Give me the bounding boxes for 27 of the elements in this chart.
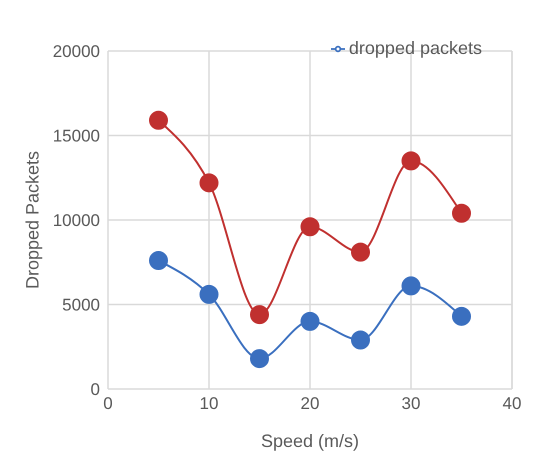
point (149, 110, 168, 130)
point (402, 151, 420, 170)
y-axis-title: Dropped Packets (22, 150, 42, 290)
x-tick-label: 20 (300, 394, 320, 414)
point (351, 242, 370, 262)
y-tick-label: 10000 (52, 211, 100, 230)
point (300, 217, 320, 236)
point (300, 312, 320, 331)
y-tick-label: 15000 (52, 126, 100, 146)
point (452, 306, 471, 326)
point (351, 330, 370, 350)
x-axis-title: Speed (m/s) (260, 431, 360, 451)
point (200, 284, 218, 304)
y-tick-label: 0 (90, 380, 100, 400)
point (250, 305, 269, 324)
y-tick-label: 20000 (52, 42, 100, 62)
x-tick-label: 10 (200, 394, 218, 414)
x-tick-label: 30 (402, 394, 420, 414)
legend-label: dropped packets (348, 38, 482, 58)
x-tick-label: 40 (502, 394, 522, 414)
point (149, 251, 168, 270)
y-tick-label: 5000 (62, 296, 100, 315)
point (200, 173, 218, 192)
point (250, 349, 269, 368)
x-tick-label: 0 (103, 394, 113, 414)
point (452, 204, 471, 223)
point (402, 276, 420, 296)
